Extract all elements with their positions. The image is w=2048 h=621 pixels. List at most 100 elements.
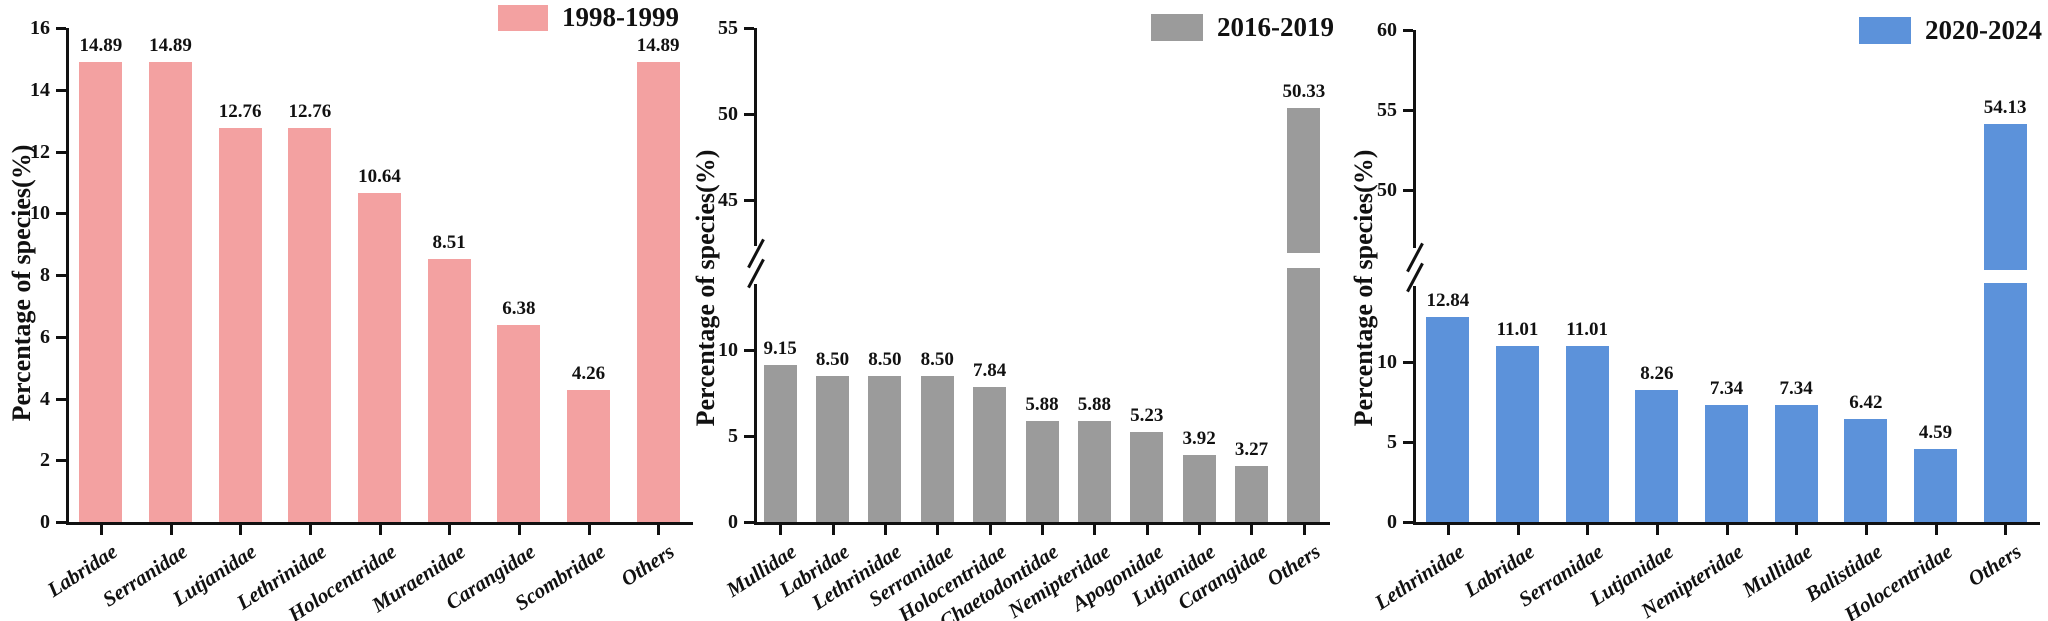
y-tick-label: 5	[1387, 431, 1397, 453]
bar	[1234, 465, 1268, 522]
bar-value-label: 14.89	[79, 35, 123, 57]
bar-value-label: 10.64	[358, 166, 401, 188]
bar-value-label: 8.26	[1640, 362, 1674, 384]
y-tick-mark	[56, 521, 66, 524]
x-tick-mark	[1795, 525, 1799, 535]
bar-value-label: 50.33	[1282, 81, 1326, 103]
bar	[973, 387, 1007, 522]
legend: 2016-2019	[1151, 14, 1334, 41]
bar	[149, 62, 192, 522]
y-tick-label: 8	[40, 264, 50, 286]
x-axis-line	[1413, 522, 2040, 525]
bar-value-label: 3.92	[1182, 427, 1216, 449]
y-tick-mark	[744, 435, 754, 438]
x-category-label: Others	[1262, 539, 1325, 592]
bar	[79, 62, 123, 522]
bar-value-label: 14.89	[149, 35, 192, 57]
x-tick-mark	[657, 525, 661, 535]
y-axis-spine	[1413, 286, 1416, 525]
y-tick-mark	[56, 335, 66, 339]
bar	[1635, 389, 1679, 522]
bar	[816, 375, 850, 522]
x-tick-mark	[448, 525, 452, 535]
x-tick-mark	[1586, 525, 1590, 535]
x-tick-mark	[308, 525, 312, 535]
bar	[1914, 448, 1957, 522]
y-tick-label: 55	[718, 17, 738, 39]
y-tick-mark	[744, 27, 754, 30]
x-tick-mark	[1864, 525, 1868, 535]
y-tick-mark	[1403, 361, 1413, 364]
bar	[1705, 404, 1748, 522]
x-tick-mark	[378, 525, 382, 535]
bar-value-label: 8.50	[815, 348, 850, 370]
y-tick-mark	[744, 113, 754, 116]
bar-value-label: 6.42	[1849, 392, 1883, 414]
y-axis-spine	[754, 284, 757, 525]
bar	[358, 193, 401, 522]
legend-swatch-icon	[1151, 14, 1203, 41]
y-axis-spine	[754, 28, 757, 246]
bar-value-label: 8.50	[868, 348, 902, 370]
legend-swatch-icon	[498, 4, 548, 31]
bar-value-label: 5.88	[1077, 393, 1111, 415]
bar	[1287, 108, 1321, 253]
bar-value-label: 7.34	[1709, 377, 1744, 399]
y-tick-label: 0	[40, 511, 50, 533]
bar	[288, 128, 332, 522]
y-tick-label: 6	[40, 325, 50, 348]
bar	[920, 375, 954, 522]
y-tick-label: 60	[1377, 19, 1397, 41]
y-axis-spine	[1413, 30, 1416, 248]
y-tick-label: 10	[30, 202, 50, 225]
bar	[1565, 345, 1609, 522]
y-tick-label: 45	[718, 189, 738, 211]
x-tick-mark	[1198, 525, 1202, 535]
bar	[1182, 454, 1216, 522]
x-tick-mark	[2004, 525, 2008, 535]
bar	[427, 259, 471, 522]
x-tick-mark	[169, 525, 173, 535]
y-tick-mark	[56, 27, 66, 30]
bar	[497, 325, 541, 522]
y-tick-mark	[744, 521, 754, 524]
legend-label: 2016-2019	[1217, 12, 1334, 42]
bar-value-label: 12.76	[288, 101, 332, 123]
y-tick-label: 5	[728, 425, 738, 447]
legend-swatch-icon	[1859, 17, 1911, 44]
bar-value-label: 11.01	[1566, 318, 1609, 340]
bar-value-label: 9.15	[763, 337, 797, 359]
legend-label: 2020-2024	[1925, 15, 2042, 45]
y-tick-mark	[1403, 109, 1413, 112]
legend: 1998-1999	[498, 4, 679, 31]
x-tick-mark	[883, 525, 887, 535]
bar-value-label: 7.84	[973, 360, 1007, 382]
bar	[1287, 268, 1321, 522]
bar-value-label: 4.59	[1918, 421, 1953, 443]
y-tick-mark	[56, 212, 66, 216]
bar	[1426, 316, 1470, 522]
y-tick-label: 10	[718, 339, 738, 361]
y-tick-mark	[1403, 441, 1413, 444]
bar-value-label: 7.34	[1779, 377, 1813, 399]
x-tick-mark	[1934, 525, 1938, 535]
y-tick-mark	[56, 88, 66, 92]
bar	[1844, 419, 1888, 522]
bar-value-label: 3.27	[1234, 438, 1269, 460]
bar-value-label: 8.51	[432, 232, 466, 254]
y-tick-label: 4	[40, 387, 50, 410]
x-tick-mark	[239, 525, 243, 535]
bar-value-label: 8.50	[920, 348, 954, 370]
bar-value-label: 14.89	[636, 35, 680, 57]
y-tick-label: 55	[1377, 99, 1397, 121]
x-category-label: Lethrinidae	[1370, 539, 1469, 615]
y-tick-mark	[1403, 29, 1413, 32]
y-tick-label: 2	[40, 449, 50, 472]
y-tick-mark	[56, 459, 66, 463]
bar	[868, 375, 902, 522]
x-tick-mark	[1250, 525, 1254, 535]
y-tick-mark	[744, 199, 754, 202]
bar-value-label: 5.88	[1025, 393, 1059, 415]
bar-value-label: 12.84	[1426, 289, 1470, 311]
